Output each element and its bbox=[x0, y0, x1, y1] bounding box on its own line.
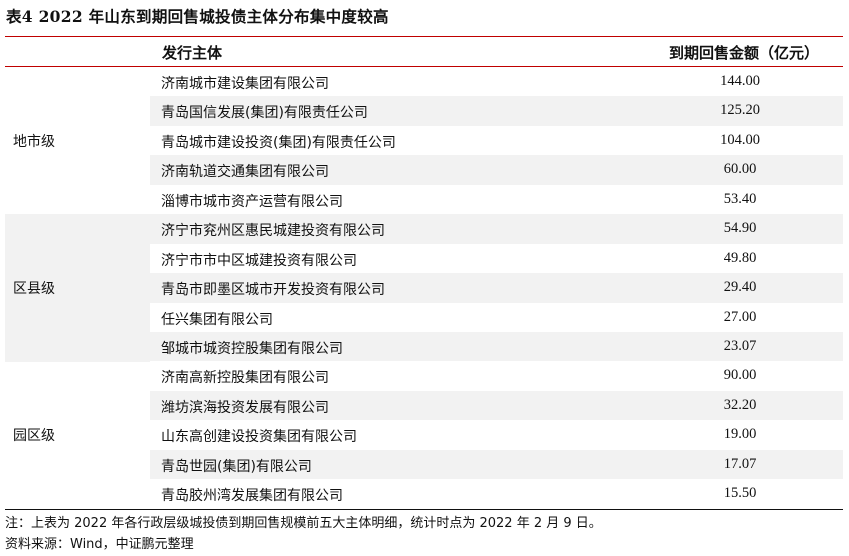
issuer-name: 任兴集团有限公司 bbox=[161, 311, 273, 328]
issuer-name: 淄博市城市资产运营有限公司 bbox=[161, 193, 343, 210]
amount-value: 17.07 bbox=[723, 455, 757, 472]
issuer-name: 青岛世园(集团)有限公司 bbox=[161, 458, 312, 475]
group-cell: 地市级 bbox=[5, 67, 150, 214]
amount-value: 125.20 bbox=[720, 102, 760, 119]
group-label: 地市级 bbox=[13, 133, 55, 150]
amount-value: 27.00 bbox=[723, 308, 757, 325]
table-row: 山东高创建设投资集团有限公司 19.00 bbox=[5, 420, 843, 449]
table-row: 济宁市市中区城建投资有限公司 49.80 bbox=[5, 244, 843, 273]
issuer-name: 济宁市市中区城建投资有限公司 bbox=[161, 252, 357, 269]
row-shade bbox=[150, 331, 843, 362]
table-row: 济宁市兖州区惠民城建投资有限公司 54.90 bbox=[5, 214, 843, 244]
footnote: 注：上表为 2022 年各行政层级城投债到期回售规模前五大主体明细，统计时点为 … bbox=[5, 516, 602, 531]
amount-value: 19.00 bbox=[723, 426, 757, 443]
table-row: 邹城市城资控股集团有限公司 23.07 bbox=[5, 331, 843, 362]
amount-value: 60.00 bbox=[723, 161, 757, 178]
amount-value: 49.80 bbox=[723, 249, 757, 266]
amount-value: 53.40 bbox=[723, 190, 757, 207]
row-shade bbox=[150, 96, 843, 126]
row-shade bbox=[150, 273, 843, 303]
group-cell: 园区级 bbox=[5, 362, 150, 509]
top-rule bbox=[5, 36, 843, 37]
table-header: 发行主体 到期回售金额（亿元） bbox=[5, 37, 843, 66]
amount-value: 29.40 bbox=[723, 279, 757, 296]
header-amount: 到期回售金额（亿元） bbox=[668, 44, 819, 62]
table-row: 任兴集团有限公司 27.00 bbox=[5, 303, 843, 332]
table-row: 济南高新控股集团有限公司 90.00 bbox=[5, 361, 843, 390]
table-row: 青岛世园(集团)有限公司 17.07 bbox=[5, 449, 843, 480]
table-title: 表4 2022 年山东到期回售城投债主体分布集中度较高 bbox=[6, 7, 389, 26]
issuer-name: 青岛市即墨区城市开发投资有限公司 bbox=[161, 282, 385, 299]
issuer-name: 潍坊滨海投资发展有限公司 bbox=[161, 399, 329, 416]
table-body: 济南城市建设集团有限公司 144.00 青岛国信发展(集团)有限责任公司 125… bbox=[5, 67, 843, 509]
issuer-name: 济宁市兖州区惠民城建投资有限公司 bbox=[161, 223, 385, 240]
row-shade bbox=[150, 155, 843, 185]
amount-value: 15.50 bbox=[723, 485, 757, 502]
issuer-name: 青岛胶州湾发展集团有限公司 bbox=[161, 488, 343, 505]
group-label: 区县级 bbox=[13, 280, 55, 297]
table-row: 青岛市即墨区城市开发投资有限公司 29.40 bbox=[5, 273, 843, 303]
amount-value: 144.00 bbox=[720, 73, 760, 89]
group-label: 园区级 bbox=[13, 428, 55, 445]
table-row: 青岛城市建设投资(集团)有限责任公司 104.00 bbox=[5, 126, 843, 155]
group-cell: 区县级 bbox=[5, 214, 150, 362]
table-row: 济南城市建设集团有限公司 144.00 bbox=[5, 67, 843, 96]
issuer-name: 青岛城市建设投资(集团)有限责任公司 bbox=[161, 134, 396, 151]
issuer-name: 济南城市建设集团有限公司 bbox=[161, 76, 329, 92]
table-row: 青岛国信发展(集团)有限责任公司 125.20 bbox=[5, 96, 843, 126]
issuer-name: 济南轨道交通集团有限公司 bbox=[161, 164, 329, 181]
row-shade bbox=[150, 449, 843, 480]
table-row: 潍坊滨海投资发展有限公司 32.20 bbox=[5, 390, 843, 421]
bottom-rule bbox=[5, 508, 843, 510]
issuer-name: 邹城市城资控股集团有限公司 bbox=[161, 340, 343, 357]
table-row: 济南轨道交通集团有限公司 60.00 bbox=[5, 155, 843, 185]
issuer-name: 济南高新控股集团有限公司 bbox=[161, 370, 329, 387]
amount-value: 32.20 bbox=[723, 396, 757, 413]
amount-value: 23.07 bbox=[723, 337, 757, 354]
header-issuer: 发行主体 bbox=[162, 44, 223, 62]
amount-value: 104.00 bbox=[720, 131, 760, 148]
source-note: 资料来源：Wind，中证鹏元整理 bbox=[5, 537, 194, 552]
table-row: 淄博市城市资产运营有限公司 53.40 bbox=[5, 185, 843, 214]
table-row: 青岛胶州湾发展集团有限公司 15.50 bbox=[5, 479, 843, 508]
row-shade bbox=[150, 390, 843, 421]
amount-value: 54.90 bbox=[723, 220, 757, 237]
issuer-name: 青岛国信发展(集团)有限责任公司 bbox=[161, 105, 368, 122]
header-rule bbox=[5, 66, 843, 67]
row-shade bbox=[150, 214, 843, 244]
amount-value: 90.00 bbox=[723, 367, 757, 384]
issuer-name: 山东高创建设投资集团有限公司 bbox=[161, 429, 357, 446]
data-table: 发行主体 到期回售金额（亿元） 济南城市建设集团有限公司 144.00 青岛国信… bbox=[5, 36, 843, 510]
